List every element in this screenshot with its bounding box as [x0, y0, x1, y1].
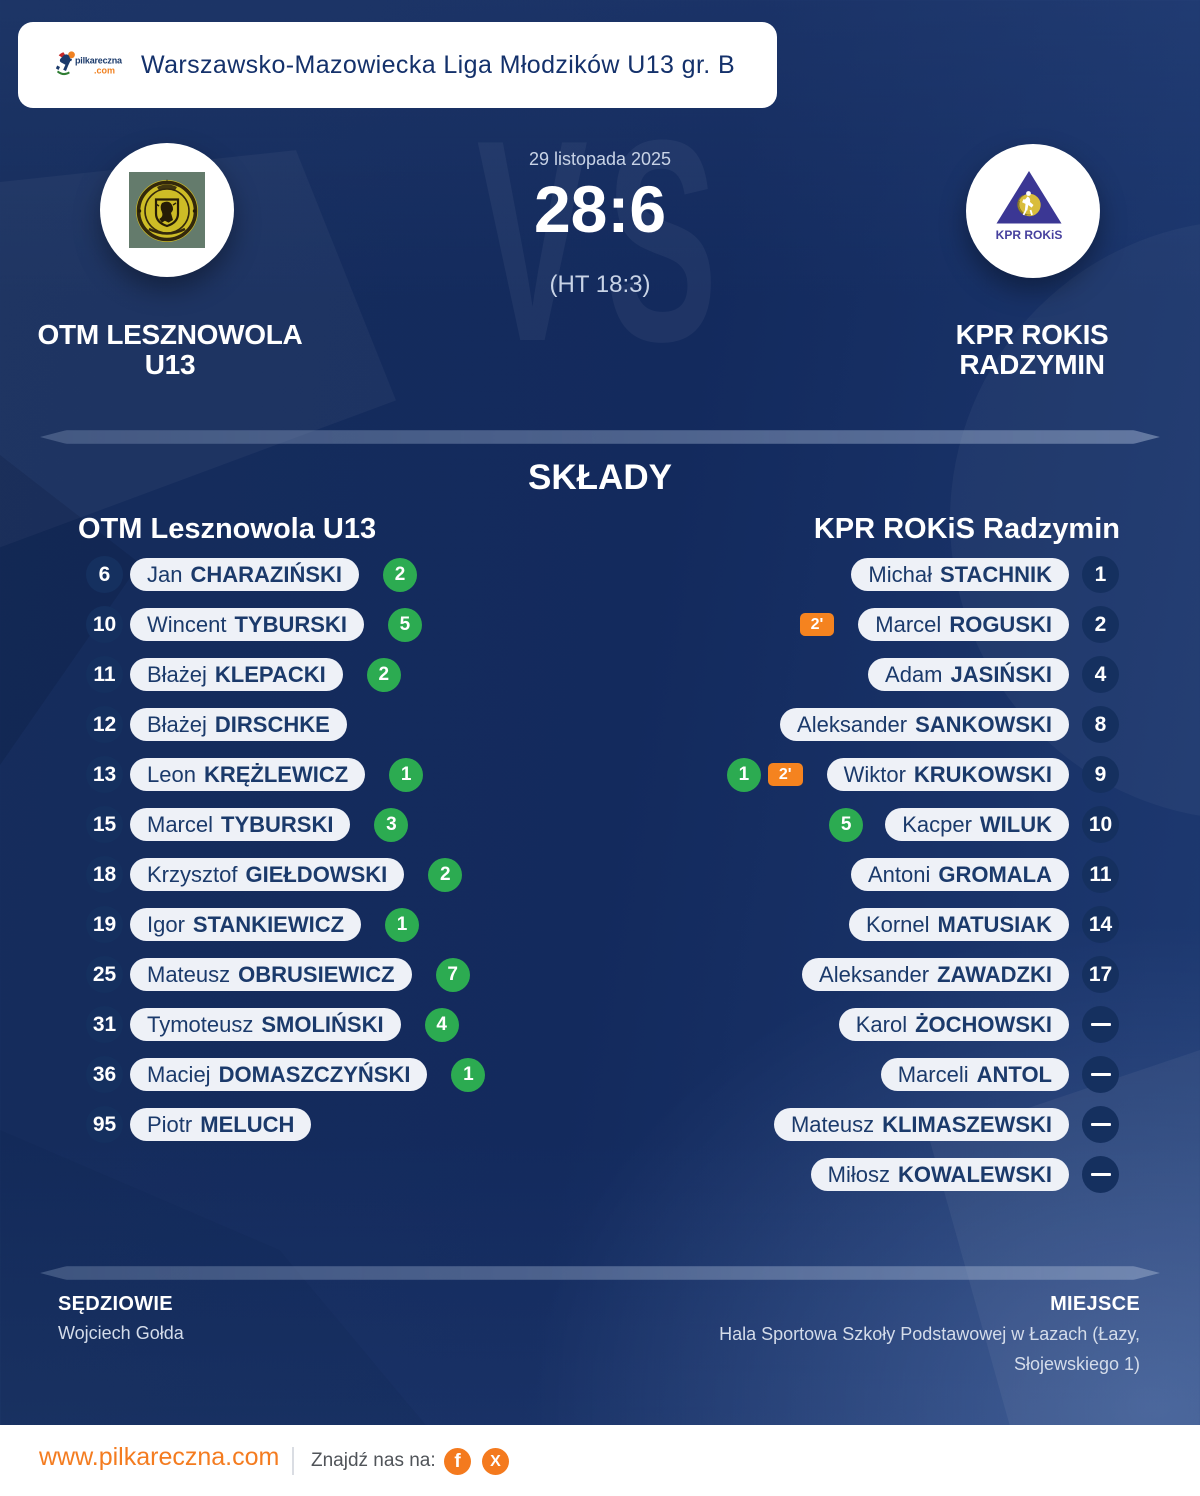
svg-text:KPR ROKiS: KPR ROKiS [996, 228, 1063, 242]
svg-text:pilkareczna: pilkareczna [75, 56, 123, 66]
svg-text:.com: .com [94, 66, 115, 76]
